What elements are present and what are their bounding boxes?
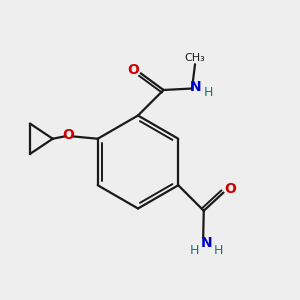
Text: H: H	[204, 85, 213, 99]
Text: H: H	[190, 244, 199, 257]
Text: O: O	[128, 64, 140, 77]
Text: N: N	[190, 80, 201, 94]
Text: O: O	[224, 182, 236, 196]
Text: H: H	[214, 244, 224, 257]
Text: N: N	[201, 236, 213, 250]
Text: CH₃: CH₃	[184, 53, 205, 63]
Text: O: O	[62, 128, 74, 142]
